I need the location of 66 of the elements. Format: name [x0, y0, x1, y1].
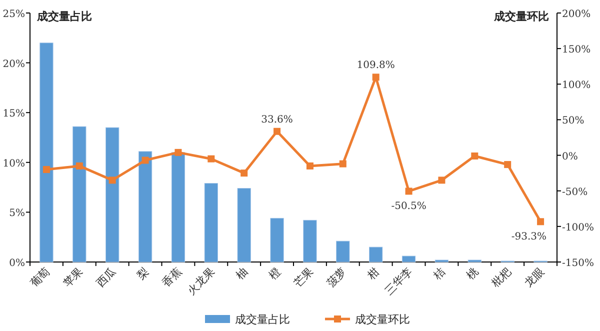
bar: [138, 151, 152, 262]
data-label: -93.3%: [511, 232, 547, 243]
x-tick-label: 苹果: [60, 264, 86, 290]
x-tick-label: 桔: [430, 264, 448, 283]
legend-label: 成交量占比: [235, 313, 290, 326]
point: [174, 148, 182, 156]
y-tick-label: 0%: [9, 258, 25, 269]
point: [504, 161, 512, 168]
bar: [171, 152, 186, 262]
x-tick-label: 橙: [266, 264, 284, 282]
y-tick-label: 5%: [9, 208, 25, 220]
y2-tick-label: -150%: [562, 258, 594, 269]
point: [76, 162, 83, 170]
x-tick-label: 桃: [464, 264, 481, 282]
data-label: 109.8%: [356, 60, 395, 72]
point: [471, 152, 478, 160]
y2-axis-title: 成交量环比: [493, 10, 549, 23]
point: [537, 218, 544, 226]
bar: [369, 246, 383, 262]
point: [438, 176, 446, 184]
y-tick-label: 15%: [2, 108, 25, 120]
point: [142, 156, 149, 164]
y2-tick-label: -50%: [562, 186, 588, 198]
y-axis-title: 成交量占比: [36, 10, 92, 23]
point: [208, 155, 215, 162]
y2-tick-label: 100%: [562, 80, 591, 92]
legend-label: 成交量环比: [355, 313, 410, 326]
y2-tick-label: 200%: [562, 9, 591, 20]
point: [372, 74, 380, 81]
x-tick-label: 香蕉: [160, 264, 184, 290]
data-label: -50.5%: [391, 201, 426, 212]
y2-tick-label: -100%: [562, 222, 594, 234]
bar: [204, 183, 218, 262]
bar: [270, 218, 284, 262]
y2-tick-label: 150%: [562, 44, 591, 56]
point: [339, 160, 346, 168]
x-tick-label: 梨: [134, 264, 152, 282]
bar: [336, 240, 350, 262]
x-tick-label: 西瓜: [94, 264, 118, 290]
point: [108, 176, 116, 184]
point: [274, 128, 281, 135]
x-tick-label: 三华李: [382, 264, 415, 298]
point: [42, 166, 50, 174]
bar: [72, 126, 86, 262]
data-label: 33.6%: [261, 114, 293, 126]
y2-tick-label: 50%: [562, 116, 584, 127]
x-tick-label: 葡萄: [28, 264, 53, 290]
y-tick-label: 10%: [2, 158, 25, 170]
bar: [303, 220, 317, 262]
x-tick-label: 火龙果: [184, 264, 218, 298]
bar: [106, 127, 120, 262]
y-tick-label: 20%: [2, 58, 25, 70]
point: [405, 188, 412, 195]
y2-tick-label: 0%: [562, 151, 578, 162]
x-tick-label: 柑: [364, 264, 382, 283]
point: [240, 170, 248, 177]
x-tick-label: 龙眼: [522, 264, 547, 290]
x-tick-label: 芒果: [291, 264, 316, 290]
bar: [402, 256, 416, 262]
y-tick-label: 25%: [2, 9, 25, 20]
x-tick-label: 枇杷: [488, 264, 514, 290]
bar: [40, 42, 54, 262]
x-tick-label: 菠萝: [324, 264, 350, 290]
bar: [237, 188, 251, 262]
point: [306, 162, 314, 170]
x-tick-label: 柚: [233, 264, 250, 282]
